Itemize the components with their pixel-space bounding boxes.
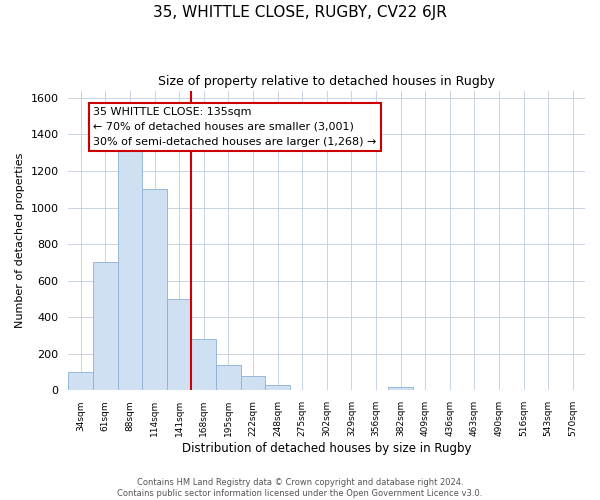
Bar xyxy=(191,339,216,390)
Title: Size of property relative to detached houses in Rugby: Size of property relative to detached ho… xyxy=(158,75,495,88)
Bar xyxy=(265,385,290,390)
Text: 35 WHITTLE CLOSE: 135sqm
← 70% of detached houses are smaller (3,001)
30% of sem: 35 WHITTLE CLOSE: 135sqm ← 70% of detach… xyxy=(93,107,376,146)
Bar xyxy=(142,190,167,390)
Bar xyxy=(388,386,413,390)
Text: 35, WHITTLE CLOSE, RUGBY, CV22 6JR: 35, WHITTLE CLOSE, RUGBY, CV22 6JR xyxy=(153,5,447,20)
Bar xyxy=(93,262,118,390)
Bar xyxy=(118,146,142,390)
Bar xyxy=(216,365,241,390)
Bar xyxy=(68,372,93,390)
Y-axis label: Number of detached properties: Number of detached properties xyxy=(15,153,25,328)
Bar xyxy=(241,376,265,390)
X-axis label: Distribution of detached houses by size in Rugby: Distribution of detached houses by size … xyxy=(182,442,472,455)
Bar xyxy=(167,299,191,390)
Text: Contains HM Land Registry data © Crown copyright and database right 2024.
Contai: Contains HM Land Registry data © Crown c… xyxy=(118,478,482,498)
